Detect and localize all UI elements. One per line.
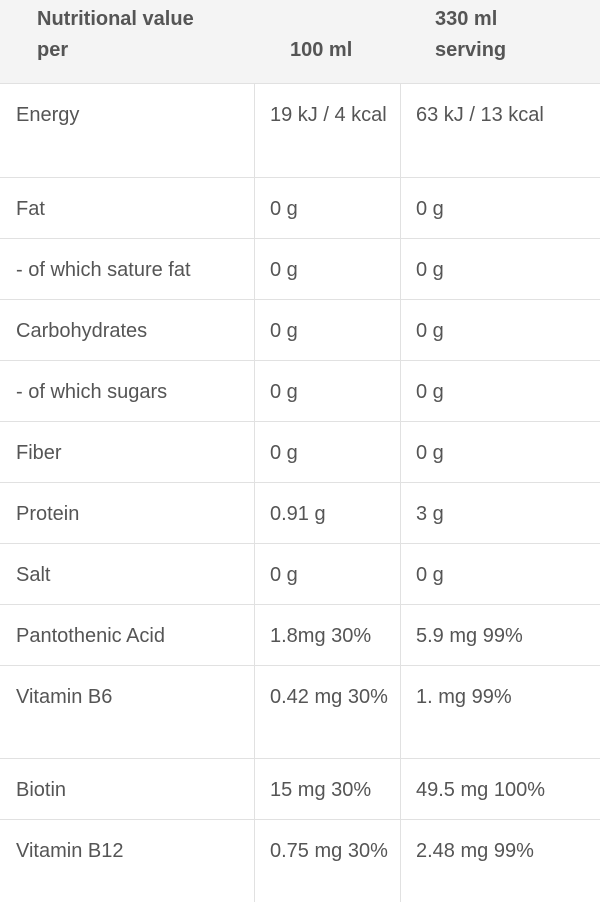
value-per-100ml: 0.91 g (255, 483, 401, 543)
header-nutritional-value-line2: per (37, 39, 69, 61)
table-row-fiber: Fiber 0 g 0 g (0, 422, 600, 483)
table-header: Nutritional value per 100 ml 330 ml serv… (0, 0, 600, 84)
value-per-serving: 0 g (416, 320, 444, 342)
value-per-serving: 0 g (416, 198, 444, 220)
table-row-salt: Salt 0 g 0 g (0, 544, 600, 605)
table-row-energy: Energy 19 kJ / 4 kcal 63 kJ / 13 kcal (0, 84, 600, 178)
value-per-100ml: 0 g (255, 239, 401, 299)
value-per-serving: 5.9 mg 99% (416, 625, 523, 647)
value-per-100ml: 0.75 mg 30% (255, 820, 401, 902)
nutrient-name: Biotin (0, 759, 255, 819)
value-per-serving: 0 g (416, 564, 444, 586)
nutrient-name: Vitamin B12 (0, 820, 255, 902)
nutrient-name: - of which sugars (0, 361, 255, 421)
value-per-serving: 1. mg 99% (416, 686, 512, 708)
nutrient-name: Protein (0, 483, 255, 543)
nutrient-name: Fat (0, 178, 255, 238)
nutrient-name: Energy (0, 84, 255, 177)
nutrient-name: Fiber (0, 422, 255, 482)
value-per-100ml: 0.42 mg 30% (255, 666, 401, 758)
table-row-vitamin-b6: Vitamin B6 0.42 mg 30% 1. mg 99% (0, 666, 600, 759)
nutrient-name: - of which sature fat (0, 239, 255, 299)
value-per-100ml: 0 g (255, 178, 401, 238)
header-per-serving-line2: serving (435, 39, 507, 61)
value-per-serving: 0 g (416, 381, 444, 403)
value-per-100ml: 0 g (255, 361, 401, 421)
value-per-serving: 2.48 mg 99% (416, 840, 534, 862)
table-row-saturated-fat: - of which sature fat 0 g 0 g (0, 239, 600, 300)
nutrient-name: Pantothenic Acid (0, 605, 255, 665)
header-per-serving: 330 ml serving (401, 0, 600, 83)
table-row-vitamin-b12: Vitamin B12 0.75 mg 30% 2.48 mg 99% (0, 820, 600, 902)
header-per-100ml: 100 ml (290, 39, 353, 61)
table-row-fat: Fat 0 g 0 g (0, 178, 600, 239)
header-per-serving-line1: 330 ml (435, 8, 498, 30)
value-per-100ml: 19 kJ / 4 kcal (255, 84, 401, 177)
header-nutritional-value-line1: Nutritional value (37, 8, 194, 30)
value-per-100ml: 0 g (255, 422, 401, 482)
value-per-serving: 3 g (416, 503, 444, 525)
value-per-serving: 49.5 mg 100% (416, 779, 545, 801)
value-per-serving: 0 g (416, 259, 444, 281)
nutrient-name: Vitamin B6 (0, 666, 255, 758)
header-nutritional-value: Nutritional value per (0, 0, 255, 83)
table-row-sugars: - of which sugars 0 g 0 g (0, 361, 600, 422)
value-per-serving: 63 kJ / 13 kcal (416, 104, 544, 126)
table-row-carbohydrates: Carbohydrates 0 g 0 g (0, 300, 600, 361)
table-row-protein: Protein 0.91 g 3 g (0, 483, 600, 544)
value-per-100ml: 1.8mg 30% (255, 605, 401, 665)
value-per-100ml: 0 g (255, 300, 401, 360)
value-per-100ml: 15 mg 30% (255, 759, 401, 819)
table-row-pantothenic-acid: Pantothenic Acid 1.8mg 30% 5.9 mg 99% (0, 605, 600, 666)
table-row-biotin: Biotin 15 mg 30% 49.5 mg 100% (0, 759, 600, 820)
value-per-100ml: 0 g (255, 544, 401, 604)
nutrient-name: Carbohydrates (0, 300, 255, 360)
value-per-serving: 0 g (416, 442, 444, 464)
nutrient-name: Salt (0, 544, 255, 604)
